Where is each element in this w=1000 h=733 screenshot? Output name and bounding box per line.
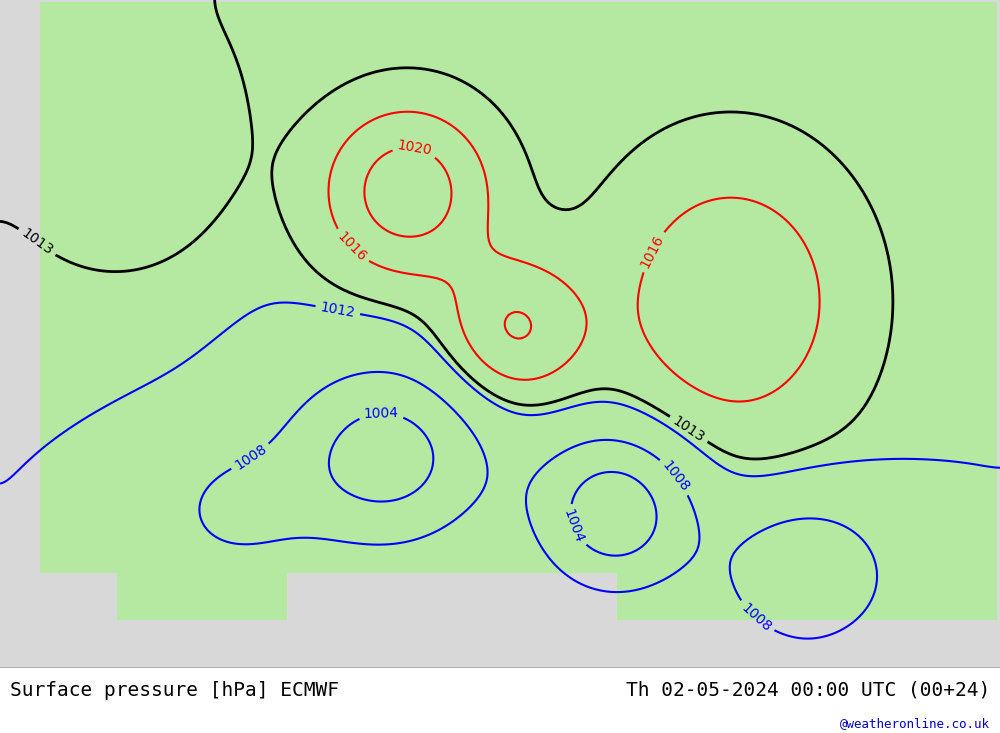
Text: 1008: 1008 — [232, 442, 269, 473]
Text: 1016: 1016 — [334, 229, 369, 265]
Text: 1016: 1016 — [638, 232, 667, 270]
Text: 1008: 1008 — [659, 458, 692, 495]
Text: @weatheronline.co.uk: @weatheronline.co.uk — [840, 717, 990, 729]
Text: Th 02-05-2024 00:00 UTC (00+24): Th 02-05-2024 00:00 UTC (00+24) — [626, 681, 990, 699]
Text: 1008: 1008 — [738, 600, 774, 635]
Text: 1020: 1020 — [396, 139, 433, 158]
Text: 1013: 1013 — [18, 226, 55, 258]
Text: 1004: 1004 — [364, 406, 399, 421]
Text: 1004: 1004 — [561, 507, 586, 545]
Text: 1013: 1013 — [670, 413, 707, 445]
Text: 1012: 1012 — [319, 300, 356, 320]
Text: Surface pressure [hPa] ECMWF: Surface pressure [hPa] ECMWF — [10, 681, 339, 699]
